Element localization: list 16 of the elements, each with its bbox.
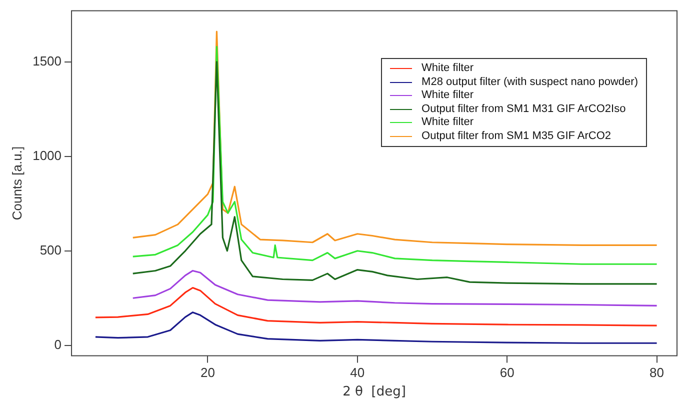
legend-label: M28 output filter (with suspect nano powder) <box>422 76 638 89</box>
x-tick-label: 40 <box>350 365 365 380</box>
x-tick-label: 20 <box>200 365 215 380</box>
legend-label: White filter <box>422 62 474 76</box>
x-tick-label: 60 <box>500 365 514 380</box>
y-tick-label: 1500 <box>32 53 62 68</box>
x-tick-label: 80 <box>650 365 664 380</box>
y-axis-title: Counts [a.u.] <box>9 146 24 220</box>
legend-label: White filter <box>422 89 474 102</box>
legend-label: Output filter from SM1 M35 GIF ArCO2 <box>422 130 612 143</box>
y-tick-label: 1000 <box>32 148 62 163</box>
legend-label: Output filter from SM1 M31 GIF ArCO2Iso <box>422 102 626 116</box>
x-axis-title: 2 θ [deg] <box>342 384 406 400</box>
legend-label: White filter <box>422 116 474 130</box>
y-tick-label: 500 <box>40 242 62 258</box>
y-tick-label: 0 <box>54 336 62 352</box>
